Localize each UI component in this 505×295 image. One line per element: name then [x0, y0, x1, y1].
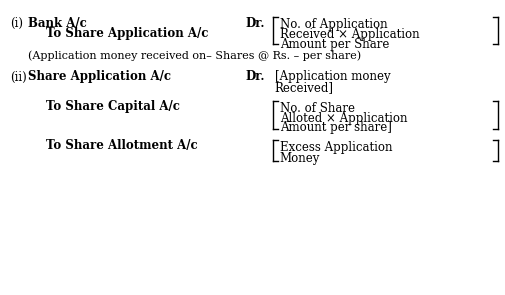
Text: To Share Allotment A/c: To Share Allotment A/c	[46, 139, 197, 152]
Text: (ii): (ii)	[10, 71, 26, 83]
Text: (i): (i)	[10, 17, 23, 30]
Text: Amount per share]: Amount per share]	[279, 122, 391, 135]
Text: No. of Share: No. of Share	[279, 102, 354, 115]
Text: Bank A/c: Bank A/c	[28, 17, 87, 30]
Text: No. of Application: No. of Application	[279, 19, 386, 32]
Text: Excess Application: Excess Application	[279, 141, 391, 154]
Text: Share Application A/c: Share Application A/c	[28, 71, 171, 83]
Text: (Application money received on– Shares @ Rs. – per share): (Application money received on– Shares @…	[28, 51, 361, 61]
Text: Dr.: Dr.	[244, 17, 264, 30]
Text: Received × Application: Received × Application	[279, 28, 419, 41]
Text: To Share Capital A/c: To Share Capital A/c	[46, 100, 180, 113]
Text: [Application money: [Application money	[274, 71, 390, 83]
Text: To Share Application A/c: To Share Application A/c	[46, 27, 208, 40]
Text: Dr.: Dr.	[244, 71, 264, 83]
Text: Alloted × Application: Alloted × Application	[279, 112, 407, 125]
Text: Money: Money	[279, 152, 320, 165]
Text: Amount per Share: Amount per Share	[279, 38, 388, 51]
Text: Received]: Received]	[274, 81, 333, 94]
